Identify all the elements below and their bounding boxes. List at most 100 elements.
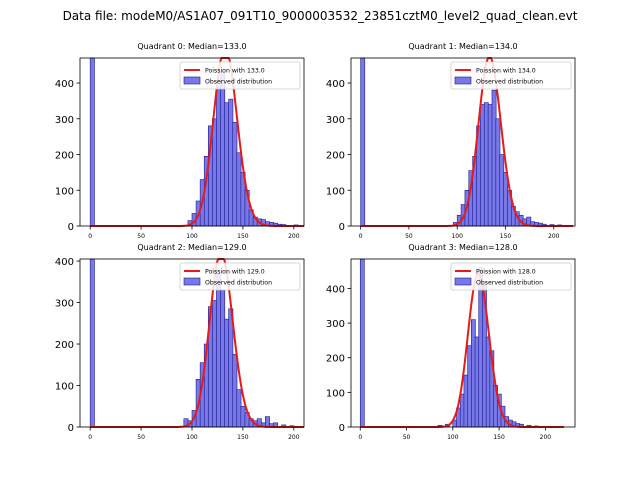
quadrant-0-panel: 0 50 100 150 200 0 100 200 300 400 Quadrant 0: Med… bbox=[55, 42, 305, 240]
x-tick-label: 200 bbox=[540, 434, 552, 441]
figure-suptitle: Data file: modeM0/AS1A07_091T10_90000035… bbox=[63, 9, 578, 23]
x-tick-label: 0 bbox=[88, 434, 92, 441]
y-tick-label: 100 bbox=[326, 186, 345, 197]
histogram-bar bbox=[495, 118, 501, 227]
quadrant-1-title: Quadrant 1: Median=134.0 bbox=[408, 42, 517, 51]
histogram-bar bbox=[232, 122, 238, 227]
y-tick-label: 400 bbox=[55, 79, 74, 90]
legend-fit-label: Poission with 134.0 bbox=[476, 68, 536, 75]
x-tick-label: 50 bbox=[403, 434, 411, 441]
y-tick-label: 400 bbox=[55, 257, 74, 268]
x-tick-label: 150 bbox=[500, 233, 512, 240]
quadrant-0-title: Quadrant 0: Median=133.0 bbox=[137, 42, 246, 51]
y-tick-label: 400 bbox=[326, 284, 345, 295]
x-tick-label: 150 bbox=[493, 434, 505, 441]
x-tick-label: 150 bbox=[237, 233, 249, 240]
y-tick-label: 100 bbox=[55, 186, 74, 197]
histogram-bar bbox=[220, 289, 226, 428]
legend-fit-label: Poission with 128.0 bbox=[476, 269, 536, 276]
y-tick-label: 200 bbox=[55, 151, 74, 162]
legend-observed-label: Observed distribution bbox=[205, 79, 272, 86]
legend-observed-swatch bbox=[454, 76, 472, 85]
histogram-bar bbox=[491, 89, 497, 227]
quadrant-panels: 0 50 100 150 200 0 100 200 300 400 Quadrant 0: Med… bbox=[55, 42, 576, 441]
y-tick-label: 0 bbox=[339, 423, 345, 434]
y-tick-label: 100 bbox=[55, 382, 74, 393]
y-tick-label: 300 bbox=[55, 115, 74, 126]
axes-frame bbox=[350, 57, 576, 227]
quadrant-2-panel: 0 50 100 150 200 0 100 200 300 400 Quadrant 2: Med… bbox=[55, 243, 305, 441]
y-tick-label: 200 bbox=[326, 151, 345, 162]
axes-frame bbox=[350, 258, 576, 428]
legend-box bbox=[179, 61, 301, 90]
legend: Poission with 129.0 Observed distribution bbox=[179, 262, 301, 291]
x-tick-label: 100 bbox=[451, 233, 463, 240]
legend-observed-swatch bbox=[183, 76, 201, 85]
x-tick-label: 0 bbox=[88, 233, 92, 240]
y-tick-label: 100 bbox=[326, 388, 345, 399]
legend: Poission with 134.0 Observed distribution bbox=[450, 61, 572, 90]
histogram-bar bbox=[224, 102, 230, 227]
histogram-bar bbox=[240, 405, 246, 428]
histogram-bar bbox=[89, 57, 95, 227]
y-tick-label: 400 bbox=[326, 79, 345, 90]
x-tick-label: 50 bbox=[405, 233, 413, 240]
y-tick-label: 300 bbox=[326, 319, 345, 330]
x-tick-label: 100 bbox=[186, 434, 198, 441]
x-tick-label: 150 bbox=[237, 434, 249, 441]
x-tick-label: 200 bbox=[288, 434, 300, 441]
quadrant-1-panel: 0 50 100 150 200 0 100 200 300 400 Quadrant 1: Med… bbox=[326, 42, 576, 240]
legend-fit-label: Poission with 129.0 bbox=[205, 269, 265, 276]
y-tick-label: 200 bbox=[55, 340, 74, 351]
histogram-bar bbox=[89, 258, 95, 428]
histogram-bar bbox=[360, 57, 366, 227]
histogram-bar bbox=[483, 102, 489, 227]
legend-observed-swatch bbox=[183, 277, 201, 286]
legend-fit-label: Poission with 133.0 bbox=[205, 68, 265, 75]
legend-observed-label: Observed distribution bbox=[205, 280, 272, 287]
y-tick-label: 0 bbox=[339, 222, 345, 233]
histogram-bar bbox=[480, 104, 485, 227]
y-tick-label: 200 bbox=[326, 354, 345, 365]
histogram-bar bbox=[212, 118, 217, 227]
x-tick-label: 50 bbox=[137, 233, 145, 240]
legend: Poission with 133.0 Observed distribution bbox=[179, 61, 301, 90]
x-tick-label: 0 bbox=[359, 233, 363, 240]
legend-observed-label: Observed distribution bbox=[476, 280, 543, 287]
histogram-bar bbox=[265, 416, 270, 428]
histogram-bars bbox=[360, 57, 563, 227]
x-tick-label: 0 bbox=[358, 434, 362, 441]
histogram-bar bbox=[499, 154, 505, 227]
histogram-bar bbox=[236, 152, 242, 227]
legend-box bbox=[450, 61, 572, 90]
x-tick-label: 100 bbox=[447, 434, 459, 441]
histogram-bar bbox=[236, 389, 242, 428]
histogram-bar bbox=[220, 72, 226, 227]
quadrant-3-title: Quadrant 3: Median=128.0 bbox=[408, 243, 517, 252]
y-tick-label: 300 bbox=[55, 299, 74, 310]
histogram-bar bbox=[228, 308, 234, 428]
quadrant-2-title: Quadrant 2: Median=129.0 bbox=[137, 243, 246, 252]
legend-box bbox=[179, 262, 301, 291]
y-tick-label: 0 bbox=[68, 222, 74, 233]
histogram-bar bbox=[216, 273, 222, 428]
legend-observed-swatch bbox=[454, 277, 472, 286]
legend: Poission with 128.0 Observed distribution bbox=[450, 262, 572, 291]
x-tick-label: 200 bbox=[548, 233, 560, 240]
histogram-bar bbox=[487, 104, 493, 227]
histogram-bar bbox=[359, 258, 365, 428]
x-tick-label: 200 bbox=[288, 233, 300, 240]
x-tick-label: 50 bbox=[137, 434, 145, 441]
legend-box bbox=[450, 262, 572, 291]
histogram-bar bbox=[224, 318, 230, 428]
histogram-bar bbox=[212, 300, 217, 428]
histogram-bar bbox=[228, 98, 234, 227]
y-tick-label: 0 bbox=[68, 423, 74, 434]
histogram-bar bbox=[216, 86, 222, 227]
histogram-bar bbox=[232, 354, 238, 428]
quadrant-3-panel: 0 50 100 150 200 0 100 200 300 400 Quadrant 3: Med… bbox=[326, 243, 576, 441]
x-tick-label: 100 bbox=[186, 233, 198, 240]
legend-observed-label: Observed distribution bbox=[476, 79, 543, 86]
y-tick-label: 300 bbox=[326, 115, 345, 126]
